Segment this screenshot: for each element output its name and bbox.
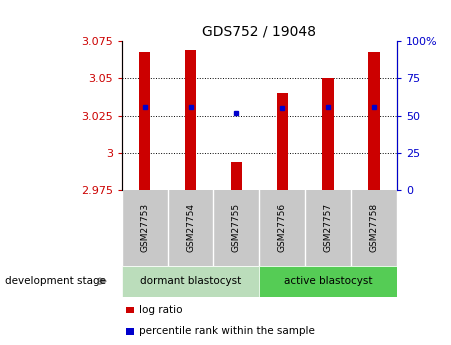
Text: log ratio: log ratio (139, 305, 182, 315)
Bar (126, 307, 134, 313)
Bar (185, 50, 196, 190)
Bar (322, 79, 334, 190)
Bar (126, 328, 134, 335)
Title: GDS752 / 19048: GDS752 / 19048 (202, 25, 316, 39)
Bar (368, 52, 380, 190)
Text: GSM27753: GSM27753 (140, 203, 149, 252)
Text: active blastocyst: active blastocyst (284, 276, 373, 286)
Bar (230, 161, 242, 190)
Bar (139, 52, 151, 190)
Text: GSM27755: GSM27755 (232, 203, 241, 252)
Text: GSM27754: GSM27754 (186, 203, 195, 252)
Text: percentile rank within the sample: percentile rank within the sample (139, 326, 315, 336)
Bar (122, 266, 259, 297)
Text: GSM27756: GSM27756 (278, 203, 287, 252)
Bar (276, 93, 288, 190)
Text: development stage: development stage (5, 276, 106, 286)
Bar (259, 266, 397, 297)
Text: GSM27757: GSM27757 (324, 203, 332, 252)
Text: GSM27758: GSM27758 (369, 203, 378, 252)
Text: dormant blastocyst: dormant blastocyst (140, 276, 241, 286)
